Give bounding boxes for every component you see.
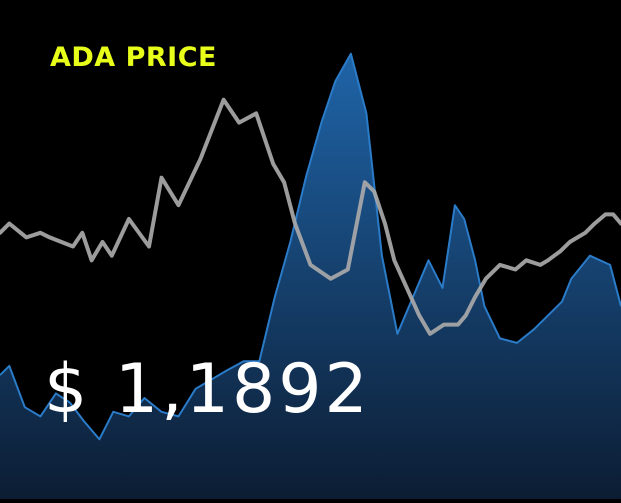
current-price-readout: $ 1,1892 (44, 356, 371, 424)
chart-title: ADA PRICE (50, 44, 217, 71)
area-series-layer (0, 54, 621, 499)
